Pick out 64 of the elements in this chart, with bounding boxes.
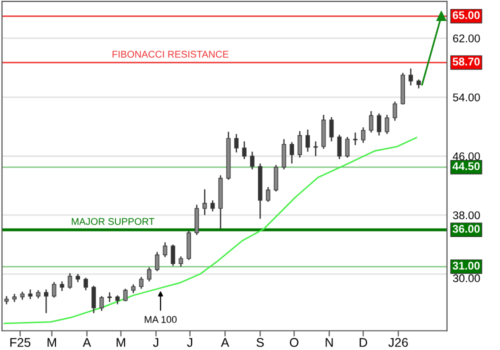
candlestick bbox=[384, 114, 390, 135]
y-tick-label: 38.00 bbox=[452, 211, 480, 220]
x-tick-label: A bbox=[220, 338, 230, 347]
candlestick bbox=[234, 133, 239, 154]
candlestick bbox=[376, 112, 382, 136]
candlestick bbox=[250, 151, 254, 170]
candlestick bbox=[329, 116, 334, 142]
x-tick-label: F25 bbox=[10, 338, 30, 347]
candlestick bbox=[99, 295, 104, 312]
candlestick bbox=[44, 288, 48, 314]
candlestick bbox=[298, 130, 302, 158]
candlestick bbox=[392, 100, 398, 122]
y-tick-label: 46.00 bbox=[452, 152, 480, 160]
x-tick-label: A bbox=[82, 338, 92, 347]
candlestick bbox=[202, 188, 207, 216]
x-tick-label: D bbox=[360, 338, 368, 347]
candlestick bbox=[306, 128, 310, 152]
candlestick bbox=[178, 256, 184, 268]
candlestick bbox=[242, 140, 246, 160]
candlestick bbox=[154, 251, 160, 272]
candlestick bbox=[345, 136, 350, 158]
x-tick-label: M bbox=[116, 338, 126, 347]
y-tick-label: 54.00 bbox=[453, 93, 480, 102]
candlestick bbox=[162, 242, 168, 258]
candlestick bbox=[170, 244, 176, 267]
line-series bbox=[4, 137, 418, 324]
candlestick bbox=[210, 200, 215, 212]
candlestick bbox=[337, 134, 342, 160]
candlestick bbox=[313, 140, 318, 157]
x-tick-label: N bbox=[326, 338, 333, 347]
y-tick-label: 30.00 bbox=[452, 274, 480, 282]
candlestick bbox=[408, 68, 413, 86]
candlestick bbox=[28, 288, 32, 300]
candlestick bbox=[274, 164, 278, 192]
x-tick-label: J bbox=[153, 338, 158, 347]
candlestick bbox=[52, 281, 56, 298]
x-tick-label: J bbox=[187, 338, 192, 347]
candlestick bbox=[92, 285, 96, 314]
candlestick bbox=[147, 266, 152, 282]
candlestick bbox=[139, 276, 144, 290]
ref-line-label: 58.70 bbox=[452, 58, 480, 66]
candlestick bbox=[361, 126, 366, 144]
ref-line-label: 65.00 bbox=[452, 11, 480, 20]
candlestick bbox=[60, 280, 64, 292]
ref-line-label: 44.50 bbox=[452, 162, 480, 170]
candlestick bbox=[107, 292, 112, 303]
x-tick-label: O bbox=[290, 338, 298, 347]
y-tick-label: 62.00 bbox=[453, 34, 480, 42]
candlestick bbox=[282, 138, 286, 170]
candlestick bbox=[353, 132, 358, 146]
annotation: MAJOR SUPPORT bbox=[72, 218, 154, 225]
candlestick bbox=[68, 272, 72, 290]
candlestick bbox=[266, 186, 270, 202]
x-tick-label: M bbox=[48, 338, 56, 347]
candlestick bbox=[368, 110, 374, 134]
candlestick bbox=[123, 288, 128, 302]
x-tick-label: S bbox=[256, 338, 264, 347]
ref-line-label: 31.00 bbox=[452, 262, 480, 270]
candlestick bbox=[84, 277, 88, 291]
annotation: FIBONACCI RESISTANCE bbox=[112, 50, 228, 58]
ref-line-label: 36.00 bbox=[452, 224, 480, 233]
candlestick bbox=[290, 142, 294, 164]
annotation: MA 100 bbox=[144, 316, 177, 323]
x-tick-label: J26 bbox=[388, 338, 408, 347]
